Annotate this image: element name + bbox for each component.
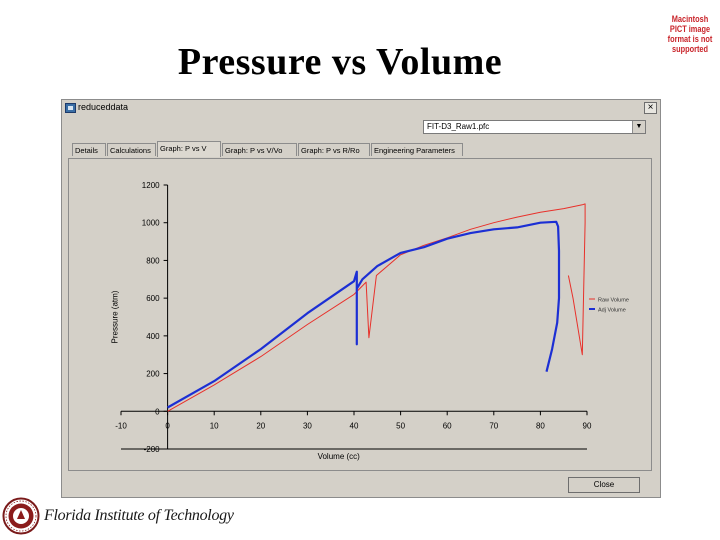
x-tick-label: 0 [165,421,170,430]
tab-calculations[interactable]: Calculations [107,143,156,156]
series-line-raw-volume [167,203,586,412]
legend-label: Raw Volume [598,298,629,304]
data-file-select-value: FIT-D3_Raw1.pfc [427,122,490,131]
window-title: reduceddata [78,102,129,112]
institution-name: Florida Institute of Technology [44,507,234,524]
tab-graph-p-vs-v[interactable]: Graph: P vs V [157,141,221,157]
app-icon [65,103,76,113]
y-axis-label: Pressure (atm) [111,290,120,343]
tab-engineering-parameters[interactable]: Engineering Parameters [371,143,463,156]
y-tick-label: 600 [146,294,160,303]
legend-label: Adj Volume [598,308,626,314]
window-titlebar: reduceddata × [62,100,660,117]
fit-seal-icon [2,497,40,535]
y-tick-label: 1200 [142,181,160,190]
pict-unsupported-note: Macintosh PICT image format is not suppo… [667,14,713,54]
series-line-adj-volume [167,220,561,409]
data-file-select[interactable]: FIT-D3_Raw1.pfc ▼ [423,120,646,134]
x-axis-label: Volume (cc) [318,452,361,461]
tab-graph-p-vs-r-ro[interactable]: Graph: P vs R/Ro [298,143,370,156]
reduceddata-window: reduceddata × FIT-D3_Raw1.pfc ▼ Details … [61,99,661,498]
x-tick-label: 80 [536,421,545,430]
graph-panel: -200 0 200 400 600 800 1000 1200 -10 0 10 20 30 40 50 6… [68,158,652,471]
y-tick-label: -200 [144,445,161,454]
y-tick-label: 800 [146,256,160,265]
y-tick-label: 0 [155,407,160,416]
x-tick-label: 10 [210,421,219,430]
tab-details[interactable]: Details [72,143,106,156]
x-tick-label: 90 [583,421,592,430]
window-close-button[interactable]: × [644,102,657,114]
tab-graph-p-vs-v-vo[interactable]: Graph: P vs V/Vo [222,143,297,156]
y-tick-label: 400 [146,332,160,341]
dropdown-arrow-icon[interactable]: ▼ [632,121,645,133]
x-tick-label: 20 [256,421,265,430]
x-tick-label: 30 [303,421,312,430]
x-tick-label: -10 [115,421,127,430]
pressure-volume-chart: -200 0 200 400 600 800 1000 1200 -10 0 10 20 30 40 50 6… [111,181,629,461]
y-tick-label: 200 [146,370,160,379]
slide-title: Pressure vs Volume [177,41,503,83]
x-tick-label: 50 [396,421,405,430]
close-button[interactable]: Close [568,477,640,493]
x-tick-label: 70 [489,421,498,430]
x-tick-label: 60 [443,421,452,430]
x-tick-label: 40 [350,421,359,430]
y-tick-label: 1000 [142,219,160,228]
